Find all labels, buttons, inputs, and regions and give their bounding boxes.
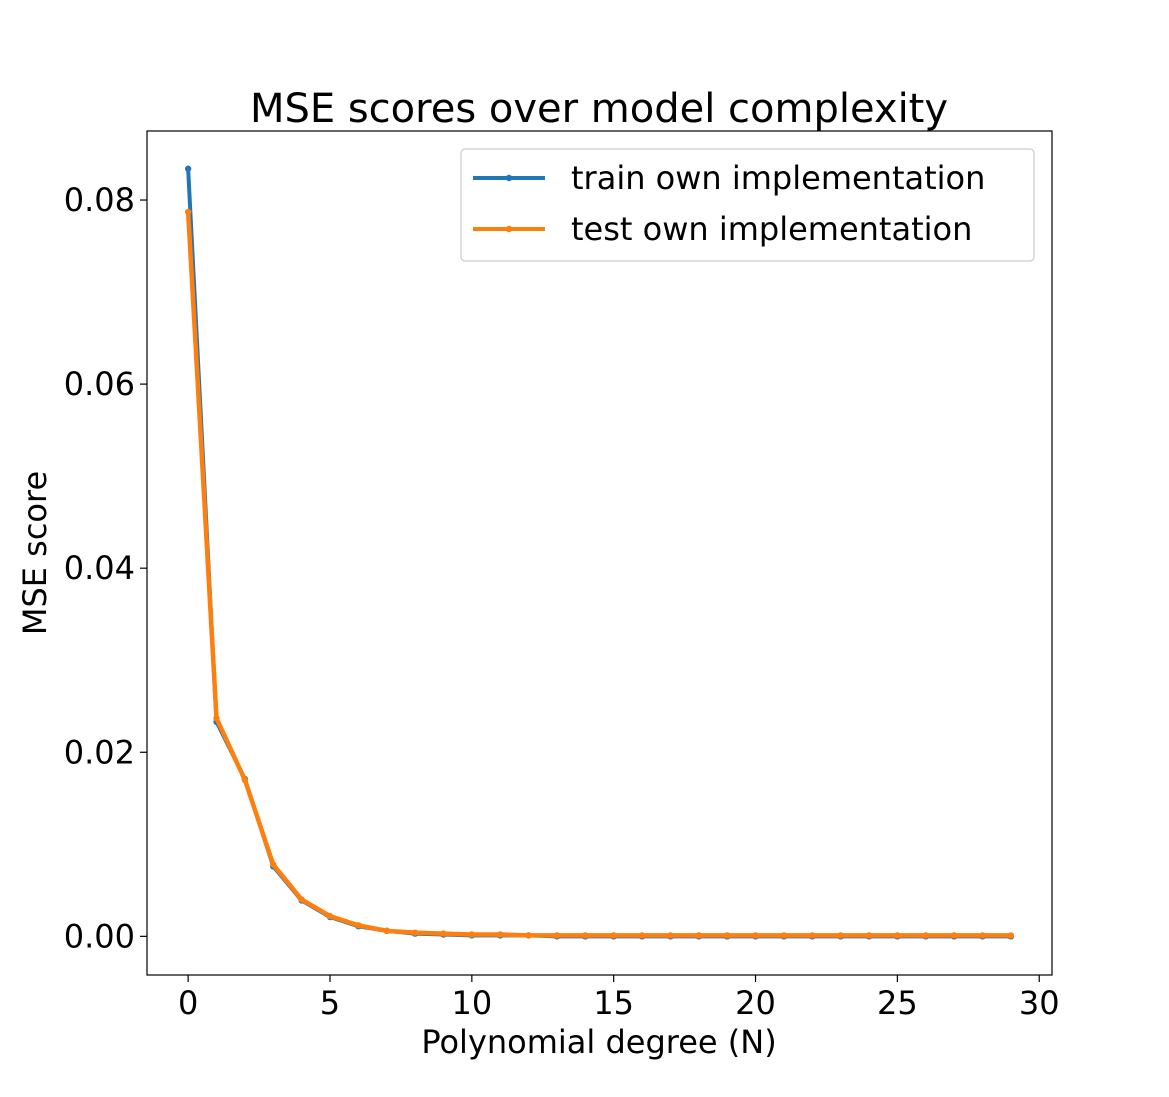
test-data-point bbox=[837, 932, 844, 939]
test-data-point bbox=[355, 922, 362, 929]
test-data-point bbox=[326, 912, 334, 920]
test-data-point bbox=[383, 927, 390, 935]
x-tick-label: 10 bbox=[451, 984, 492, 1022]
x-tick-label: 25 bbox=[877, 984, 918, 1022]
x-tick-label: 30 bbox=[1019, 984, 1060, 1022]
x-tick-label: 5 bbox=[320, 984, 340, 1022]
test-data-point bbox=[184, 208, 192, 216]
test-data-point bbox=[213, 715, 220, 722]
test-data-point bbox=[752, 932, 759, 939]
test-data-point bbox=[468, 931, 476, 938]
test-data-point bbox=[553, 932, 561, 939]
legend-marker-test bbox=[505, 225, 513, 233]
legend-entries: train own implementation test own impleme… bbox=[473, 159, 985, 248]
test-data-point bbox=[695, 932, 702, 939]
legend-marker-train bbox=[505, 174, 513, 182]
test-data-point bbox=[411, 929, 419, 936]
test-data-point bbox=[525, 932, 532, 939]
test-data-point bbox=[950, 932, 958, 939]
legend-frame bbox=[460, 148, 1035, 262]
test-data-point bbox=[440, 930, 447, 937]
test-data-point bbox=[497, 931, 504, 938]
chart-title: MSE scores over model complexity bbox=[250, 86, 948, 132]
x-axis-ticks: 0 5 10 15 20 25 30 bbox=[178, 975, 1060, 1022]
test-data-point bbox=[922, 932, 929, 939]
test-data-point bbox=[865, 932, 873, 939]
test-data-point bbox=[894, 932, 901, 939]
test-data-point bbox=[1007, 932, 1015, 939]
x-tick-label: 0 bbox=[178, 984, 198, 1022]
test-data-point bbox=[241, 776, 249, 784]
test-data-point bbox=[979, 932, 986, 939]
y-tick-label: 0.00 bbox=[64, 917, 135, 955]
test-data-point bbox=[638, 932, 646, 939]
y-axis-title: MSE score bbox=[16, 471, 54, 635]
test-data-point bbox=[270, 861, 277, 868]
test-data-point bbox=[298, 896, 305, 903]
y-axis-ticks: 0.00 0.02 0.04 0.06 0.08 bbox=[64, 181, 147, 955]
legend-label-train: train own implementation bbox=[571, 159, 985, 197]
y-tick-label: 0.06 bbox=[64, 365, 135, 403]
x-axis-title: Polynomial degree (N) bbox=[421, 1023, 776, 1061]
legend: train own implementation test own impleme… bbox=[460, 148, 1035, 262]
y-tick-label: 0.04 bbox=[64, 549, 135, 587]
series-layer bbox=[184, 165, 1015, 940]
x-tick-label: 20 bbox=[735, 984, 776, 1022]
test-data-point bbox=[809, 932, 816, 939]
test-data-point bbox=[723, 932, 731, 939]
legend-label-test: test own implementation bbox=[571, 210, 972, 248]
test-data-point bbox=[582, 932, 589, 939]
x-tick-label: 15 bbox=[593, 984, 634, 1022]
test-data-point bbox=[780, 932, 788, 939]
y-tick-label: 0.08 bbox=[64, 181, 135, 219]
test-data-point bbox=[610, 932, 617, 939]
train-series-line bbox=[186, 166, 1013, 939]
test-data-point bbox=[667, 932, 674, 939]
train-data-point bbox=[184, 165, 192, 172]
test-series-line bbox=[185, 209, 1014, 938]
y-tick-label: 0.02 bbox=[64, 733, 135, 771]
plot-area-frame bbox=[146, 130, 1053, 976]
